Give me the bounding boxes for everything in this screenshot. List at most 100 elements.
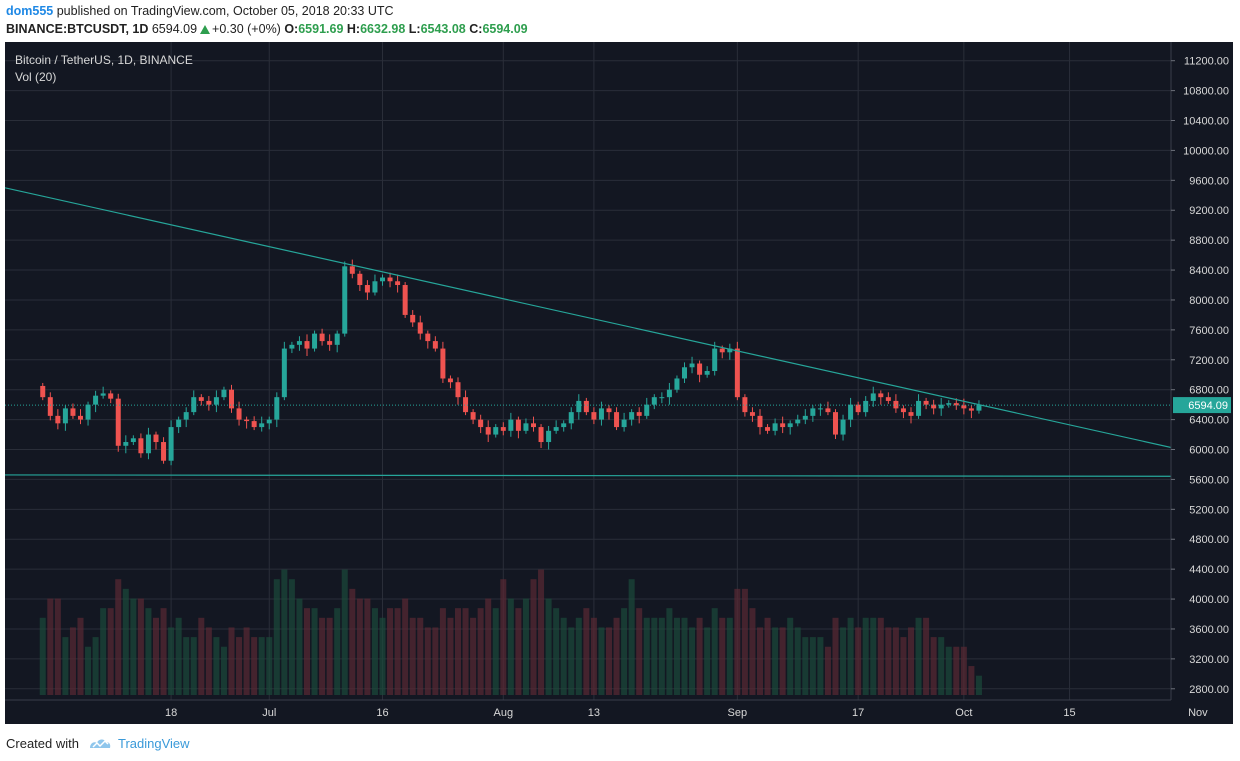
volume-bar [47, 598, 54, 695]
candle-body [296, 341, 302, 345]
time-tick-label: Jul [262, 707, 276, 719]
candle-body [780, 423, 786, 428]
candle-body [621, 419, 627, 428]
candle-body [644, 404, 650, 416]
candle-body [304, 341, 310, 349]
volume-bar [583, 608, 590, 695]
candle-body [334, 333, 340, 345]
volume-bar [598, 627, 605, 695]
candle-body [961, 405, 967, 409]
time-tick-label: Sep [728, 707, 748, 719]
time-tick-label: Oct [955, 707, 972, 719]
price-tick-label: 6800.00 [1189, 385, 1229, 397]
candle-body [244, 419, 250, 422]
high-label: H: [346, 22, 361, 36]
candle-body [213, 397, 219, 405]
volume-bar [953, 646, 960, 695]
last-price-tag-label: 6594.09 [1188, 400, 1228, 412]
candle-body [380, 277, 385, 282]
candle-body [78, 415, 83, 420]
volume-bar [402, 598, 409, 695]
volume-bar [538, 569, 545, 695]
low-label: L: [408, 22, 421, 36]
volume-bar [870, 617, 877, 695]
tradingview-link[interactable]: TradingView [118, 736, 190, 751]
volume-bar [311, 608, 318, 695]
time-tick-label: Nov [1188, 707, 1208, 719]
tradingview-logo-icon[interactable] [88, 736, 112, 750]
candle-body [893, 400, 899, 409]
volume-bar [855, 627, 862, 695]
open-value: 6591.69 [298, 22, 344, 36]
candle-body [183, 412, 189, 420]
candle-body [946, 403, 952, 405]
chart-frame[interactable]: 11200.00 10800.00 10400.00 10000.00 9600.00 9… [5, 42, 1233, 724]
candle-body [953, 403, 959, 406]
volume-bar [432, 627, 439, 695]
author-link[interactable]: dom555 [6, 4, 54, 18]
candle-body [447, 378, 453, 383]
candle-body [357, 273, 363, 286]
price-tick-label: 7200.00 [1189, 355, 1229, 367]
volume-bar [938, 637, 945, 695]
candle-body [176, 419, 182, 428]
price-tick-label: 4800.00 [1189, 534, 1229, 546]
candle-body [55, 415, 61, 424]
candle-body [802, 415, 808, 420]
candle-body [704, 371, 710, 375]
candle-body [531, 423, 536, 428]
volume-bar [379, 617, 386, 695]
volume-bar [545, 598, 552, 695]
volume-bar [387, 608, 394, 695]
volume-bar [455, 608, 461, 695]
candle-body [840, 419, 846, 435]
price-chart[interactable]: 11200.00 10800.00 10400.00 10000.00 9600.00 9… [5, 42, 1233, 724]
candle-body [817, 408, 823, 410]
candle-body [206, 400, 212, 405]
candle-body [772, 423, 778, 431]
candle-body [606, 408, 612, 413]
volume-bar [802, 637, 809, 695]
volume-bar [930, 637, 937, 695]
volume-bar [220, 646, 227, 695]
volume-bar [349, 588, 356, 695]
volume-bar [115, 579, 122, 695]
candle-body [274, 397, 280, 420]
volume-bar [809, 637, 816, 695]
candle-body [123, 442, 129, 446]
volume-bar [636, 608, 643, 695]
time-axis [5, 700, 1233, 724]
candle-body [191, 397, 197, 413]
candle-body [561, 423, 567, 428]
volume-bar [62, 637, 69, 695]
candle-body [742, 397, 748, 413]
volume-bar [975, 675, 982, 695]
candle-body [848, 404, 854, 420]
candle-body [931, 404, 937, 409]
candle-body [833, 412, 838, 435]
volume-bar [77, 617, 84, 695]
volume-bar [787, 617, 794, 695]
candle-body [825, 408, 831, 413]
candle-body [765, 427, 771, 431]
volume-bar [281, 569, 288, 695]
volume-bar [628, 579, 635, 695]
volume-bar [553, 608, 560, 695]
candle-body [168, 427, 174, 461]
candle-body [908, 412, 914, 416]
footer: Created with TradingView [0, 724, 1240, 761]
candle-body [515, 419, 521, 431]
low-value: 6543.08 [420, 22, 466, 36]
volume-bar [341, 569, 348, 695]
volume-bar [704, 627, 711, 695]
candle-body [878, 393, 884, 398]
volume-bar [364, 598, 371, 695]
price-tick-label: 10400.00 [1183, 116, 1229, 128]
candle-body [455, 382, 461, 398]
candle-body [145, 434, 151, 454]
volume-bar [681, 617, 688, 695]
volume-bar [621, 608, 628, 695]
open-label: O: [284, 22, 299, 36]
candle-body [614, 412, 620, 428]
candle-body [576, 400, 582, 413]
